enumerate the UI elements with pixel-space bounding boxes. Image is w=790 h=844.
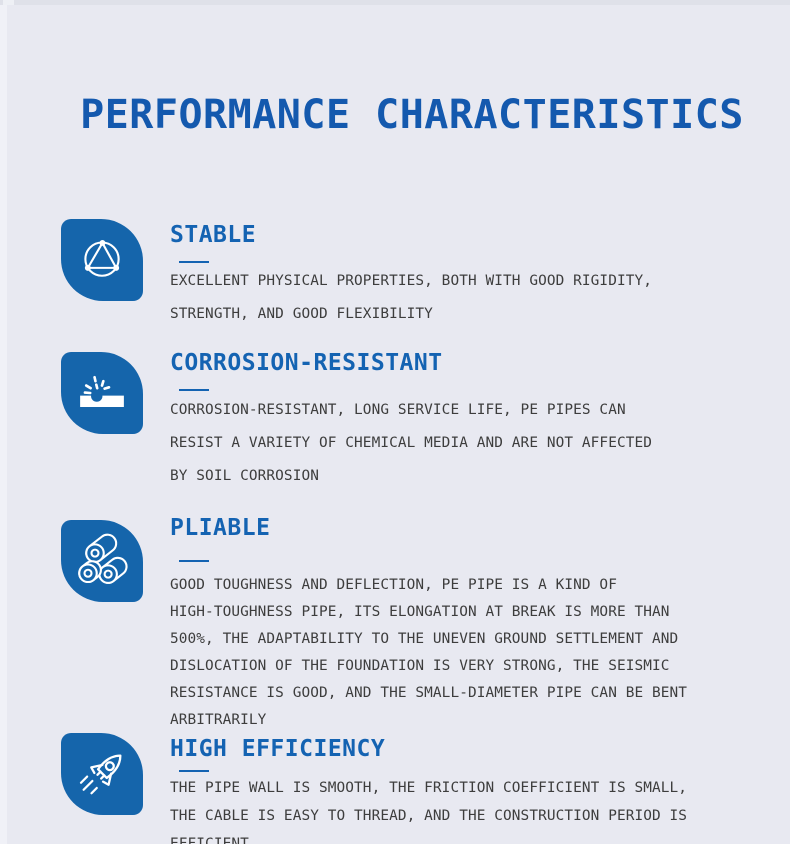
feature-body: THE PIPE WALL IS SMOOTH, THE FRICTION CO… (170, 780, 688, 844)
rocket-icon (61, 733, 143, 815)
feature-heading: CORROSION-RESISTANT (170, 350, 443, 376)
corrosion-icon-glyph (80, 375, 124, 407)
feature-content: CORROSION-RESISTANT CORROSION-RESISTANT,… (170, 349, 776, 493)
feature-content: STABLE EXCELLENT PHYSICAL PROPERTIES, BO… (170, 221, 776, 331)
stability-icon-glyph (84, 239, 120, 277)
feature-heading: PLIABLE (170, 515, 271, 541)
pipes-icon (61, 520, 143, 602)
heading-underline (179, 261, 209, 263)
feature-body: EXCELLENT PHYSICAL PROPERTIES, BOTH WITH… (170, 273, 653, 322)
window-edge-top (0, 0, 790, 5)
feature-body: GOOD TOUGHNESS AND DEFLECTION, PE PIPE I… (170, 577, 688, 728)
page-title: PERFORMANCE CHARACTERISTICS (80, 92, 744, 138)
feature-content: PLIABLE GOOD TOUGHNESS AND DEFLECTION, P… (170, 514, 776, 734)
feature-heading: HIGH EFFICIENCY (170, 736, 386, 762)
rocket-icon-glyph (79, 754, 122, 795)
feature-body: CORROSION-RESISTANT, LONG SERVICE LIFE, … (170, 402, 653, 484)
corrosion-icon (61, 352, 143, 434)
feature-heading: STABLE (170, 222, 257, 248)
heading-underline (179, 560, 209, 562)
window-edge-left (0, 5, 7, 844)
pipes-icon-glyph (78, 533, 128, 584)
window-edge-notch (3, 0, 14, 5)
heading-underline (179, 389, 209, 391)
heading-underline (179, 770, 209, 772)
stability-icon (61, 219, 143, 301)
feature-content: HIGH EFFICIENCY THE PIPE WALL IS SMOOTH,… (170, 735, 776, 844)
